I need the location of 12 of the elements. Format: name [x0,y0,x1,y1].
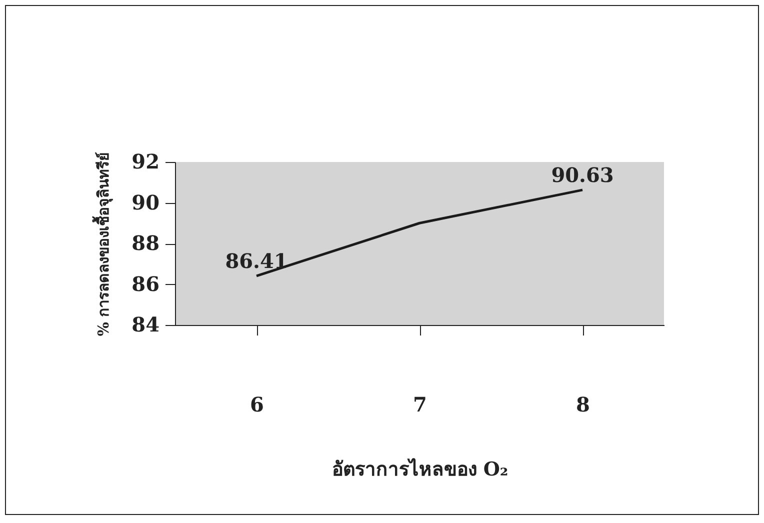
x-tick-label: 7 [413,392,427,416]
y-tick-label: 84 [132,312,160,336]
x-axis-title: อัตราการไหลของ O₂ [332,458,508,480]
y-tick-label: 86 [132,272,160,296]
x-tick-label: 8 [576,392,590,416]
y-axis-title: % การลดลงของเชื้อจุลินทรีย์ [92,152,114,336]
data-label: 86.41 [225,248,288,273]
x-tick-label: 6 [250,392,264,416]
y-tick-label: 88 [132,231,160,255]
y-tick-label: 92 [132,150,160,174]
y-tick-label: 90 [132,190,160,214]
data-label: 90.63 [551,162,614,187]
